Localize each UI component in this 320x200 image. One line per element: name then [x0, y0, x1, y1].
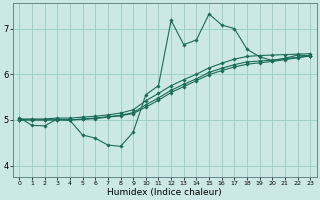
X-axis label: Humidex (Indice chaleur): Humidex (Indice chaleur) [108, 188, 222, 197]
